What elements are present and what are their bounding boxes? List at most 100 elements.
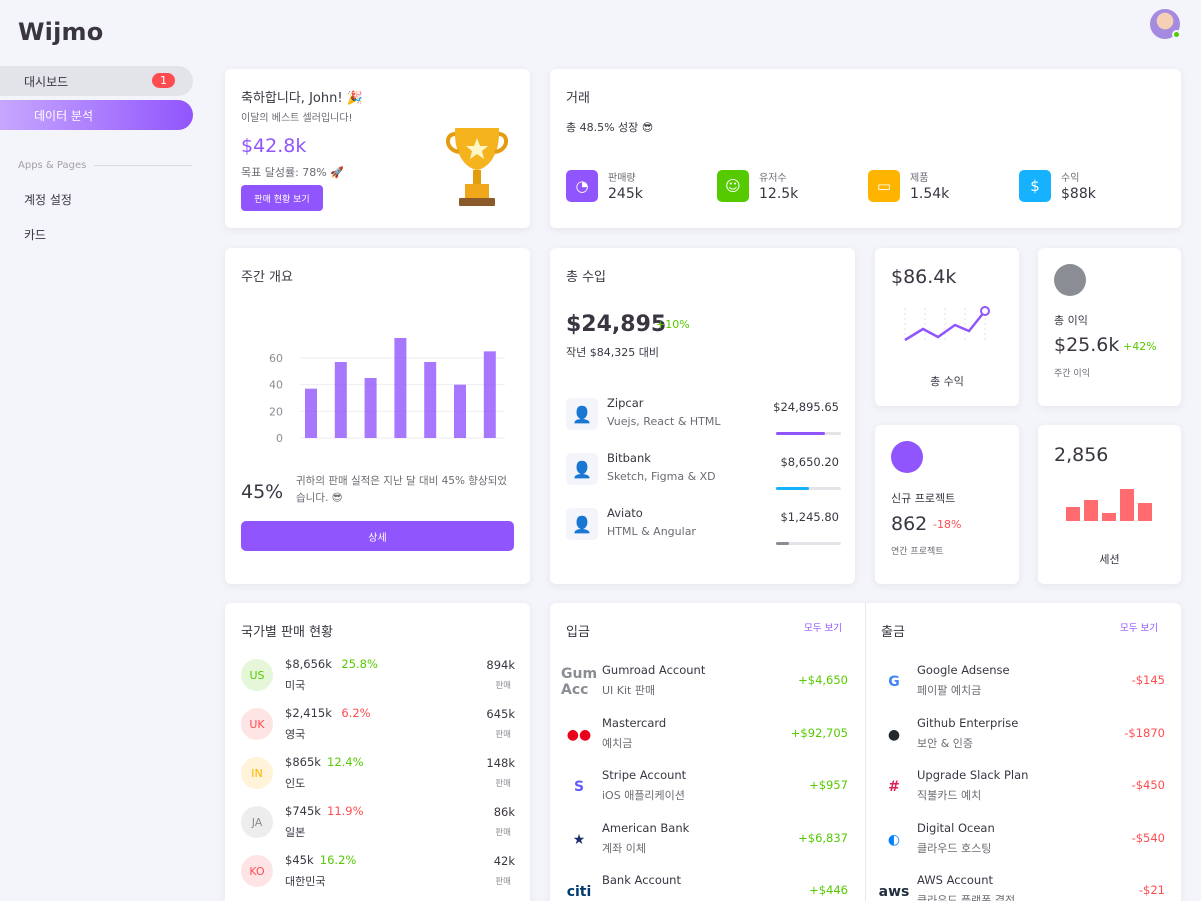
sidebar-item-account-settings[interactable]: 계정 설정 xyxy=(24,193,72,207)
withdraw-row[interactable]: ● Github Enterprise 보안 & 인증 -$1870 xyxy=(881,716,1165,756)
person-icon: 👤 xyxy=(566,508,598,540)
deposit-logo-icon: S xyxy=(573,779,585,795)
earning-compare: 작년 $84,325 대비 xyxy=(566,346,659,359)
country-code-avatar: UK xyxy=(241,708,273,740)
account-icon: ☺ xyxy=(717,169,749,202)
withdraw-view-all-link[interactable]: 모두 보기 xyxy=(1120,623,1158,634)
deposit-view-all-link[interactable]: 모두 보기 xyxy=(804,623,842,634)
divider xyxy=(94,165,192,166)
brand-logo[interactable]: Wijmo xyxy=(18,18,104,46)
stat-value: 1.54k xyxy=(910,186,950,202)
deposit-amount: +$6,837 xyxy=(798,830,848,845)
copy-icon xyxy=(891,441,923,473)
stat-revenue: $ 수익 $88k xyxy=(1019,169,1096,202)
sales-amount: $42.8k xyxy=(241,135,307,157)
person-icon: 👤 xyxy=(566,398,598,430)
withdraw-name: Upgrade Slack Plan xyxy=(917,768,1029,782)
project-label: 신규 프로젝트 xyxy=(891,492,956,505)
country-amount: $8,656k xyxy=(285,657,332,671)
deposit-title: 입금 xyxy=(566,625,590,640)
country-name: 미국 xyxy=(285,679,306,692)
deposit-row[interactable]: ★ American Bank 계좌 이체 +$6,837 xyxy=(566,821,848,861)
deposit-row[interactable]: citi Bank Account +$446 xyxy=(566,873,848,901)
earning-item-sub: HTML & Angular xyxy=(607,525,696,538)
deposit-logo-icon: Gum Acc xyxy=(560,666,598,698)
card-subtitle: 총 48.5% 성장 😎 xyxy=(566,121,654,134)
country-amount: $2,415k xyxy=(285,706,332,720)
withdraw-row[interactable]: # Upgrade Slack Plan 직불카드 예치 -$450 xyxy=(881,768,1165,808)
earning-change: +10% xyxy=(656,318,690,331)
country-sales-count: 894k xyxy=(486,658,515,672)
user-avatar[interactable] xyxy=(1150,9,1181,39)
stat-sales: ◔ 판매량 245k xyxy=(566,169,643,202)
earning-item: 👤 Zipcar Vuejs, React & HTML $24,895.65 xyxy=(566,396,841,436)
sidebar-item-analytics[interactable]: 데이터 분석 xyxy=(0,100,193,130)
goal-text: 목표 달성률: 78% 🚀 xyxy=(241,166,344,179)
withdraw-row[interactable]: aws AWS Account 클라우드 플랫폼 결정 -$21 xyxy=(878,873,1165,901)
withdraw-logo-icon: # xyxy=(888,779,900,795)
withdraw-amount: -$1870 xyxy=(1124,725,1165,740)
country-sales-card: 국가별 판매 현황 US $8,656k 25.8% 미국 894k 판매 UK $2,415… xyxy=(225,603,530,901)
deposit-name: Bank Account xyxy=(602,873,681,887)
country-amount: $45k xyxy=(285,853,314,867)
progress-fill xyxy=(776,542,789,545)
view-sales-button[interactable]: 판매 현황 보기 xyxy=(241,185,323,211)
bar xyxy=(394,338,407,438)
withdraw-row[interactable]: ◐ Digital Ocean 클라우드 호스팅 -$540 xyxy=(881,821,1165,861)
progress-bar xyxy=(776,542,841,545)
new-project-card: 신규 프로젝트 862 -18% 연간 프로젝트 xyxy=(875,425,1019,584)
country-percent: 11.9% xyxy=(327,804,364,818)
deposit-row[interactable]: ●● Mastercard 예치금 +$92,705 xyxy=(566,716,848,756)
details-button[interactable]: 상세 xyxy=(241,521,514,551)
country-row: UK $2,415k 6.2% 영국 645k 판매 xyxy=(241,706,515,746)
deposit-sub: UI Kit 판매 xyxy=(602,684,656,697)
sessions-value: 2,856 xyxy=(1054,444,1109,466)
sidebar-item-dashboard[interactable]: 대시보드 1 xyxy=(0,66,193,96)
sessions-card: 2,856 세션 xyxy=(1038,425,1181,584)
withdraw-logo-icon: aws xyxy=(878,884,910,900)
earning-item-sub: Vuejs, React & HTML xyxy=(607,415,721,428)
withdraw-name: Digital Ocean xyxy=(917,820,995,835)
country-sales-count: 148k xyxy=(486,756,515,770)
y-tick-label: 0 xyxy=(276,432,283,445)
progress-bar xyxy=(776,432,841,435)
country-name: 영국 xyxy=(285,728,306,741)
revenue-line-chart xyxy=(904,306,990,343)
progress-fill xyxy=(776,487,809,490)
dollar-icon: $ xyxy=(1019,169,1051,202)
sessions-bar-chart xyxy=(1066,489,1152,521)
deposit-logo-icon: ★ xyxy=(572,831,586,848)
total-profit-card: 총 이익 $25.6k +42% 주간 이익 xyxy=(1038,248,1181,406)
card-title: 국가별 판매 현황 xyxy=(241,625,333,640)
online-status-dot xyxy=(1172,30,1181,39)
deposit-logo-icon: citi xyxy=(566,884,592,900)
deposit-row[interactable]: S Stripe Account iOS 애플리케이션 +$957 xyxy=(566,768,848,808)
congratulations-card: 축하합니다, John! 🎉 이달의 베스트 셀러입니다! $42.8k 목표 … xyxy=(225,69,530,228)
withdraw-sub: 클라우드 호스팅 xyxy=(917,841,992,855)
withdraw-amount: -$21 xyxy=(1138,883,1165,897)
revenue-label: 총 수익 xyxy=(930,375,964,388)
country-percent: 25.8% xyxy=(341,657,378,671)
stat-value: $88k xyxy=(1061,186,1096,202)
stat-label: 수익 xyxy=(1061,173,1080,184)
revenue-value: $86.4k xyxy=(891,266,957,288)
bar xyxy=(334,362,347,438)
stat-label: 판매량 xyxy=(608,173,636,184)
withdraw-sub: 페이팔 예치금 xyxy=(917,684,982,697)
country-row: JA $745k 11.9% 일본 86k 판매 xyxy=(241,804,515,844)
stat-label: 제품 xyxy=(910,173,929,184)
total-revenue-card: $86.4k 총 수익 xyxy=(875,248,1019,406)
stat-label: 유저수 xyxy=(759,173,787,184)
withdraw-name: Github Enterprise xyxy=(917,715,1019,730)
deposit-name: Mastercard xyxy=(602,715,667,730)
country-amount: $745k xyxy=(285,804,321,818)
country-sales-unit: 판매 xyxy=(495,877,511,887)
deposit-row[interactable]: Gum Acc Gumroad Account UI Kit 판매 +$4,650 xyxy=(560,663,848,703)
country-sales-unit: 판매 xyxy=(495,828,511,838)
sidebar-item-cards[interactable]: 카드 xyxy=(24,228,47,242)
deposit-amount: +$957 xyxy=(809,778,848,792)
pie-chart-icon xyxy=(1054,264,1086,296)
withdraw-row[interactable]: G Google Adsense 페이팔 예치금 -$145 xyxy=(881,663,1165,703)
trophy-icon xyxy=(446,128,508,206)
trending-up-icon: ◔ xyxy=(566,169,598,202)
